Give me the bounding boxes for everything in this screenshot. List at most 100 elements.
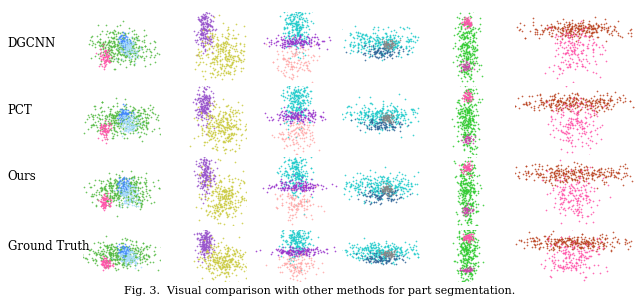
Point xyxy=(99,202,109,207)
Point xyxy=(296,38,307,43)
Point xyxy=(285,166,295,171)
Point xyxy=(120,108,130,113)
Point xyxy=(131,240,141,245)
Point xyxy=(355,120,365,124)
Point xyxy=(294,169,304,173)
Point xyxy=(275,131,285,136)
Point xyxy=(383,185,394,190)
Point xyxy=(202,178,212,183)
Point xyxy=(292,159,302,164)
Point xyxy=(460,280,470,285)
Point xyxy=(580,121,590,126)
Point xyxy=(289,238,299,243)
Point xyxy=(385,37,395,42)
Point xyxy=(458,245,468,249)
Point xyxy=(287,161,297,166)
Point xyxy=(108,30,118,35)
Point xyxy=(104,112,114,117)
Point xyxy=(88,258,98,263)
Point xyxy=(220,258,230,263)
Point xyxy=(116,249,126,254)
Point xyxy=(561,121,572,126)
Point xyxy=(463,21,473,26)
Point xyxy=(206,137,216,142)
Point xyxy=(285,21,295,26)
Point xyxy=(288,276,298,281)
Point xyxy=(401,43,412,48)
Point xyxy=(95,189,106,194)
Point xyxy=(566,25,577,30)
Point xyxy=(134,255,145,259)
Point xyxy=(195,243,205,248)
Point xyxy=(119,185,129,189)
Point xyxy=(381,124,391,129)
Point xyxy=(122,255,132,259)
Point xyxy=(236,138,246,143)
Point xyxy=(104,203,115,208)
Point xyxy=(292,68,303,73)
Point xyxy=(381,185,392,190)
Point xyxy=(353,44,363,49)
Point xyxy=(291,93,301,98)
Point xyxy=(462,166,472,171)
Point xyxy=(572,261,582,266)
Point xyxy=(101,54,111,59)
Point xyxy=(464,131,474,136)
Point xyxy=(574,31,584,36)
Point xyxy=(119,256,129,261)
Point xyxy=(109,126,119,131)
Point xyxy=(392,184,402,189)
Point xyxy=(300,163,310,168)
Point xyxy=(128,257,138,262)
Point xyxy=(317,117,328,122)
Point xyxy=(394,195,404,200)
Point xyxy=(460,41,470,46)
Point xyxy=(191,183,202,188)
Point xyxy=(468,67,479,72)
Point xyxy=(584,197,595,202)
Point xyxy=(283,242,293,247)
Point xyxy=(465,209,475,214)
Point xyxy=(559,240,570,245)
Point xyxy=(99,184,109,189)
Point xyxy=(104,122,115,127)
Point xyxy=(224,177,234,182)
Point xyxy=(127,176,137,181)
Point xyxy=(581,198,591,202)
Point xyxy=(468,239,479,243)
Point xyxy=(463,218,474,223)
Point xyxy=(88,40,98,45)
Point xyxy=(387,252,397,256)
Point xyxy=(129,253,140,258)
Point xyxy=(465,196,475,201)
Point xyxy=(287,108,297,113)
Point xyxy=(565,242,575,247)
Point xyxy=(208,188,218,193)
Point xyxy=(97,128,108,133)
Point xyxy=(554,236,564,241)
Point xyxy=(459,161,469,166)
Point xyxy=(458,105,468,110)
Point xyxy=(356,40,366,45)
Point xyxy=(460,159,470,164)
Point xyxy=(199,167,209,172)
Point xyxy=(97,195,107,200)
Point xyxy=(459,141,469,146)
Point xyxy=(129,63,140,68)
Point xyxy=(457,108,467,113)
Point xyxy=(384,259,394,264)
Point xyxy=(238,251,248,256)
Point xyxy=(386,251,396,256)
Point xyxy=(412,37,422,42)
Point xyxy=(291,38,301,43)
Point xyxy=(117,117,127,121)
Point xyxy=(122,47,132,52)
Point xyxy=(454,161,464,165)
Point xyxy=(462,162,472,167)
Point xyxy=(305,133,315,138)
Point xyxy=(623,240,634,245)
Point xyxy=(355,256,365,261)
Point xyxy=(197,108,207,113)
Point xyxy=(292,244,302,249)
Point xyxy=(293,173,303,178)
